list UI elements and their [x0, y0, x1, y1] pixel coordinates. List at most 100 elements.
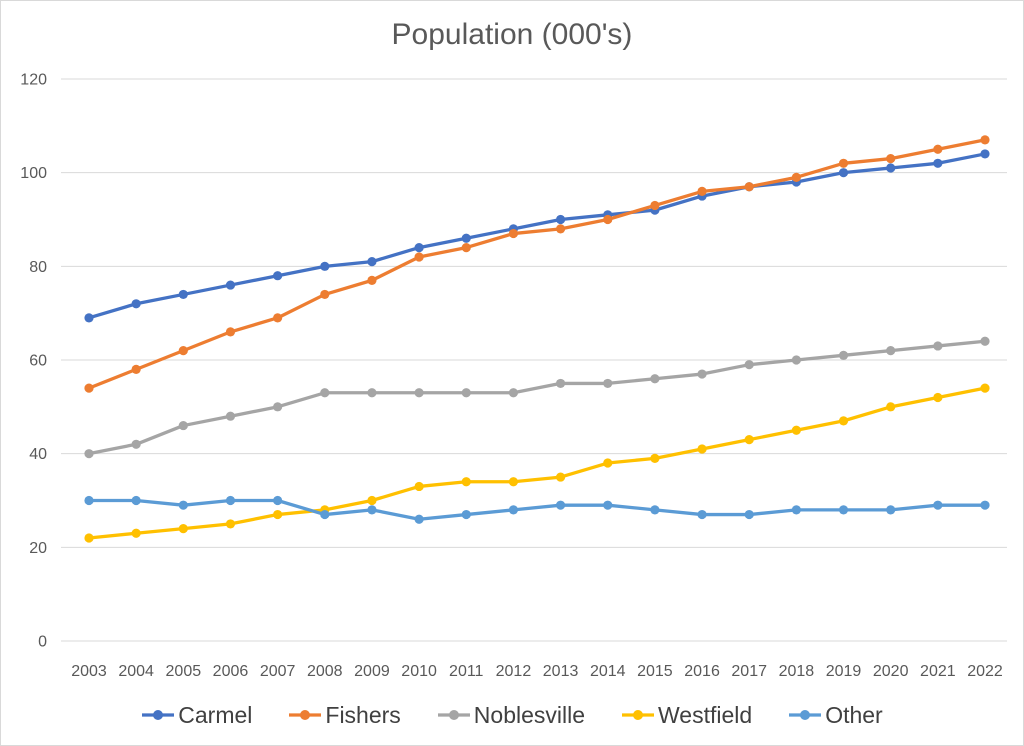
legend: Carmel Fishers Noblesville Westfield — [1, 698, 1023, 732]
data-point-marker — [320, 509, 330, 520]
series-line-noblesville — [87, 339, 987, 456]
data-point-marker — [555, 224, 566, 234]
data-point-marker — [131, 364, 141, 374]
x-tick-label: 2012 — [496, 663, 532, 680]
data-point-marker — [791, 425, 801, 435]
data-point-marker — [697, 186, 707, 196]
data-point-marker — [791, 355, 801, 365]
data-point-marker — [414, 481, 424, 492]
data-point-marker — [84, 313, 94, 323]
data-point-marker — [367, 505, 377, 515]
data-point-marker — [225, 519, 236, 529]
data-point-marker — [697, 509, 707, 520]
westfield-line-marker-icon — [622, 710, 655, 720]
data-point-marker — [461, 509, 471, 520]
data-point-marker — [603, 458, 613, 468]
y-tick-label: 0 — [38, 634, 47, 651]
x-tick-label: 2018 — [779, 663, 815, 680]
carmel-line-marker-icon — [142, 710, 175, 720]
legend-item-label: Noblesville — [473, 701, 586, 728]
noblesville-line-marker-icon — [437, 710, 470, 720]
data-point-marker — [980, 500, 990, 510]
series-line-fishers — [87, 138, 987, 390]
other-line-marker-icon — [789, 710, 822, 720]
plot-area: 0 20 40 60 80 100 120 2003 2004 2005 2006 2007 2008 2… — [20, 72, 1007, 680]
legend-item-label: Other — [825, 701, 883, 728]
data-point-marker — [744, 182, 754, 192]
data-point-marker — [178, 500, 188, 510]
data-point-marker — [461, 233, 471, 243]
data-point-marker — [225, 327, 236, 337]
data-point-marker — [650, 374, 660, 384]
series-line-other — [87, 498, 987, 521]
x-tick-label: 2016 — [684, 663, 720, 680]
data-point-marker — [320, 388, 330, 398]
data-point-marker — [980, 383, 990, 393]
data-point-marker — [555, 378, 566, 389]
legend-item-westfield: Westfield — [621, 702, 752, 729]
legend-item-label: Carmel — [178, 701, 253, 728]
data-point-marker — [84, 495, 94, 506]
data-point-marker — [508, 477, 519, 487]
data-point-marker — [838, 416, 849, 426]
data-point-marker — [131, 528, 141, 538]
data-point-marker — [555, 214, 566, 225]
data-point-marker — [838, 168, 849, 178]
data-point-marker — [225, 411, 236, 421]
data-point-marker — [178, 524, 188, 534]
data-point-marker — [650, 453, 660, 463]
data-point-marker — [225, 495, 236, 506]
data-point-marker — [414, 514, 424, 524]
data-point-marker — [933, 158, 943, 168]
data-point-marker — [838, 350, 849, 360]
data-point-marker — [461, 243, 471, 253]
legend-item-label: Westfield — [658, 701, 753, 728]
data-point-marker — [886, 163, 896, 173]
y-tick-label: 80 — [29, 259, 47, 276]
data-point-marker — [555, 472, 566, 482]
data-point-marker — [84, 449, 94, 459]
x-tick-label: 2008 — [307, 663, 343, 680]
data-point-marker — [273, 495, 283, 506]
x-tick-label: 2021 — [920, 663, 956, 680]
x-tick-label: 2003 — [71, 663, 107, 680]
data-point-marker — [178, 420, 188, 431]
data-point-marker — [555, 500, 566, 510]
data-point-marker — [980, 149, 990, 159]
data-point-marker — [838, 505, 849, 515]
data-point-marker — [886, 505, 896, 515]
data-point-marker — [603, 214, 613, 225]
y-tick-label: 40 — [29, 446, 47, 463]
data-point-marker — [886, 402, 896, 412]
x-tick-label: 2009 — [354, 663, 390, 680]
data-point-marker — [84, 383, 94, 393]
x-tick-label: 2014 — [590, 663, 626, 680]
data-point-marker — [320, 289, 330, 300]
x-tick-label: 2015 — [637, 663, 673, 680]
y-tick-label: 100 — [20, 165, 47, 182]
data-point-marker — [980, 336, 990, 346]
legend-item-carmel: Carmel — [141, 702, 252, 729]
data-point-marker — [933, 341, 943, 351]
data-point-marker — [933, 500, 943, 510]
data-point-marker — [650, 200, 660, 211]
x-tick-label: 2005 — [166, 663, 202, 680]
data-point-marker — [178, 289, 188, 300]
x-tick-label: 2010 — [401, 663, 437, 680]
data-point-marker — [273, 313, 283, 323]
data-point-marker — [838, 158, 849, 168]
data-point-marker — [603, 500, 613, 510]
data-point-marker — [744, 509, 754, 520]
fishers-line-marker-icon — [289, 710, 322, 720]
legend-item-other: Other — [788, 702, 883, 729]
data-point-marker — [273, 402, 283, 412]
data-point-marker — [84, 533, 94, 543]
y-tick-label: 120 — [20, 72, 47, 89]
x-tick-label: 2017 — [731, 663, 767, 680]
data-point-marker — [367, 388, 377, 398]
x-tick-label: 2013 — [543, 663, 579, 680]
data-point-marker — [744, 360, 754, 370]
data-point-marker — [508, 388, 519, 398]
data-point-marker — [933, 144, 943, 154]
